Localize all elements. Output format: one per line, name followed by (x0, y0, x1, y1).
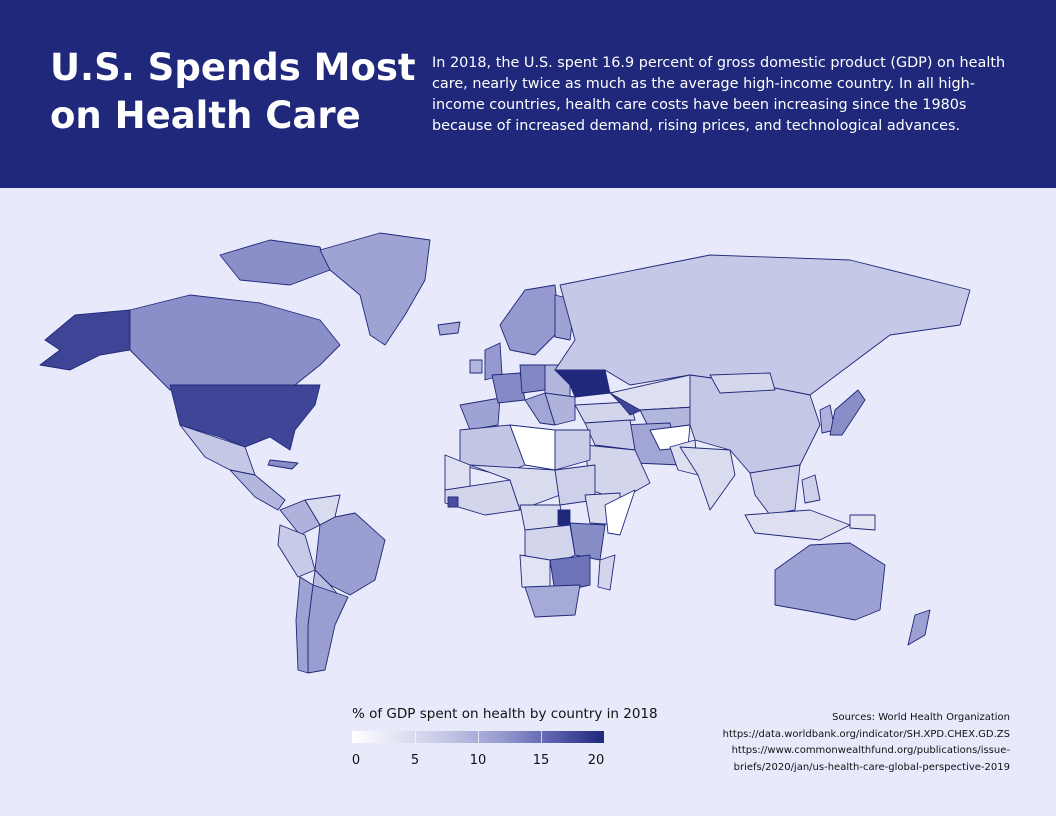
region-papua-new-guinea (849, 514, 876, 531)
region-australia (774, 542, 886, 621)
region-indonesia (744, 509, 851, 541)
header-banner: U.S. Spends Most on Health Care In 2018,… (0, 0, 1056, 188)
legend-tick-mark (415, 731, 416, 743)
region-uganda (557, 509, 571, 526)
region-iceland (437, 321, 461, 336)
region-west-africa (444, 479, 521, 516)
legend-title: % of GDP spent on health by country in 2… (352, 706, 658, 722)
region-south-africa (524, 584, 581, 618)
region-greenland (319, 232, 431, 346)
region-southeast-asia (749, 464, 801, 516)
region-argentina (307, 584, 349, 674)
legend-tick-label: 5 (410, 753, 420, 768)
region-scandinavia (499, 284, 561, 356)
region-new-zealand (907, 609, 931, 646)
region-angola (519, 554, 551, 591)
region-turkey (574, 401, 636, 424)
region-canada (129, 294, 341, 401)
region-germany (519, 364, 546, 394)
region-france (491, 372, 526, 404)
region-japan (829, 389, 866, 436)
region-central-america (229, 469, 286, 511)
region-balkans (544, 392, 576, 426)
region-madagascar (597, 554, 616, 591)
region-sahel (469, 464, 561, 511)
region-ecuador-peru (277, 524, 316, 578)
legend-tick-mark (541, 731, 542, 743)
map-regions (39, 232, 971, 674)
region-philippines (801, 474, 821, 504)
intro-paragraph: In 2018, the U.S. spent 16.9 percent of … (432, 55, 1006, 134)
legend-tick-mark (478, 731, 479, 743)
region-canadian-arctic-islands (219, 239, 331, 286)
region-spain-portugal (459, 397, 501, 431)
region-southern-africa (549, 554, 591, 594)
region-somalia (604, 489, 636, 536)
region-sierra-leone (447, 496, 459, 508)
region-cuba (267, 459, 299, 470)
source-link: briefs/2020/jan/us-health-care-global-pe… (733, 761, 1010, 773)
source-link: https://www.commonwealthfund.org/publica… (731, 745, 1010, 756)
region-ireland (469, 359, 483, 374)
legend-tick-label: 0 (351, 753, 361, 768)
sources-title: Sources: World Health Organization (832, 712, 1010, 723)
source-link: https://data.worldbank.org/indicator/SH.… (722, 728, 1010, 740)
legend-tick-label: 10 (469, 753, 487, 768)
region-mongolia (709, 372, 776, 394)
sources-block: Sources: World Health Organization https… (680, 710, 1010, 776)
world-map (39, 232, 971, 674)
region-alaska (39, 309, 131, 371)
legend-tick-label: 20 (587, 753, 605, 768)
legend-tick-label: 15 (532, 753, 550, 768)
page-title: U.S. Spends Most on Health Care (50, 44, 420, 140)
title-line-2: on Health Care (50, 94, 361, 137)
title-line-1: U.S. Spends Most (50, 46, 416, 89)
region-chile (295, 576, 314, 674)
region-egypt (554, 429, 591, 471)
region-india (679, 446, 736, 511)
region-united-states (169, 384, 321, 451)
